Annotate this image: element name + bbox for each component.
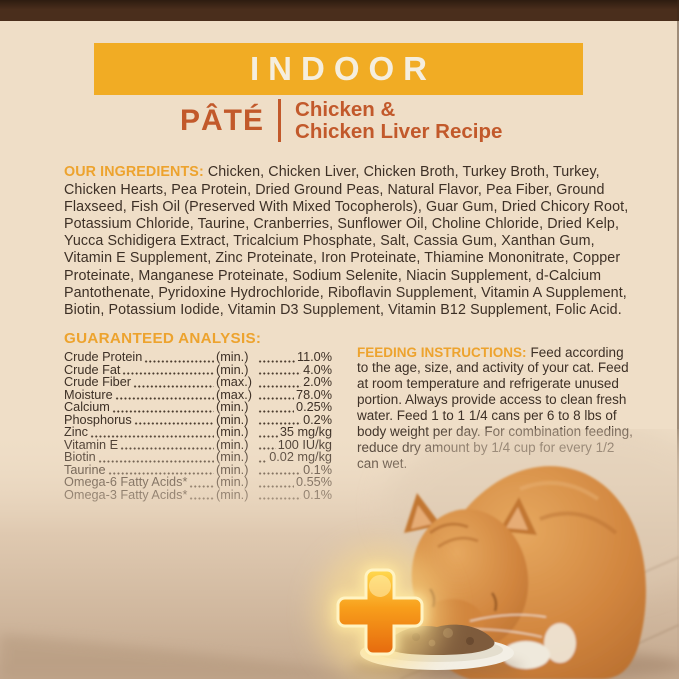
analysis-row-left: Calcium [64,401,216,414]
vertical-divider [278,99,282,143]
dot-leader [258,397,295,400]
guaranteed-analysis-title: GUARANTEED ANALYSIS: [64,330,262,347]
indoor-banner: INDOOR [94,43,583,95]
analysis-row-left: Phosphorus [64,412,216,427]
cat-photo-illustration [0,429,679,679]
style-name: PÂTÉ [180,103,265,137]
nutrient-basis: (min.) [216,412,249,427]
nutrient-value: 2.0% [303,375,332,389]
nutrient-basis: (max.) [216,375,252,389]
dot-leader [122,372,214,375]
analysis-row-left: Crude Fat [64,362,216,377]
nutrient-name: Crude Fiber [64,375,131,389]
nutrient-name: Calcium [64,400,110,414]
analysis-row: Phosphorus (min.) 0.2% [64,412,332,427]
ingredients-label: OUR INGREDIENTS: [64,164,204,181]
analysis-row: Calcium (min.) 0.25% [64,401,332,414]
nutrient-name: Crude Protein [64,350,143,364]
recipe-name: Chicken & Chicken Liver Recipe [295,99,502,142]
nutrient-value: 0.25% [296,400,332,414]
nutrient-value: 11.0% [296,350,332,364]
nutrient-value: 78.0% [296,387,332,402]
package-top-edge [0,0,679,21]
analysis-row: Crude Protein (min.) 11.0% [64,351,332,364]
nutrient-basis: (max.) [216,387,252,402]
dot-leader [258,422,302,425]
dot-leader [133,384,214,388]
analysis-row: Moisture (max.) 78.0% [64,387,332,402]
recipe-header: PÂTÉ Chicken & Chicken Liver Recipe [180,99,502,143]
banner-title: INDOOR [250,50,436,87]
dot-leader [133,422,214,425]
recipe-line1: Chicken & [295,98,396,121]
plus-icon [316,546,444,678]
floor-shade [0,634,400,679]
nutrient-name: Moisture [64,387,113,402]
dot-leader [258,359,295,363]
nutrient-basis: (min.) [216,400,249,414]
analysis-row-left: Moisture [64,387,216,402]
analysis-row-left: Crude Fiber [64,376,216,389]
nutrient-value: 0.2% [303,412,332,427]
nutrient-value: 4.0% [303,362,332,377]
analysis-row-left: Crude Protein [64,351,216,364]
ingredients-text: Chicken, Chicken Liver, Chicken Broth, T… [64,164,629,318]
cat-photo [0,429,679,679]
package-right-edge [677,0,679,679]
dot-leader [114,397,214,400]
analysis-row: Crude Fiber (max.) 2.0% [64,376,332,389]
dot-leader [111,409,214,413]
analysis-row: Crude Fat (min.) 4.0% [64,362,332,377]
ingredients-paragraph: OUR INGREDIENTS: Chicken, Chicken Liver, … [64,164,631,319]
dot-leader [258,384,302,388]
dot-leader [258,372,302,375]
recipe-line2: Chicken Liver Recipe [295,119,503,143]
nutrient-basis: (min.) [216,350,249,364]
nutrient-name: Crude Fat [64,362,121,377]
nutrient-basis: (min.) [216,362,249,377]
nutrient-name: Phosphorus [64,412,132,427]
dot-leader [144,359,214,363]
feeding-instructions-label: FEEDING INSTRUCTIONS: [357,344,527,360]
dot-leader [258,409,295,413]
